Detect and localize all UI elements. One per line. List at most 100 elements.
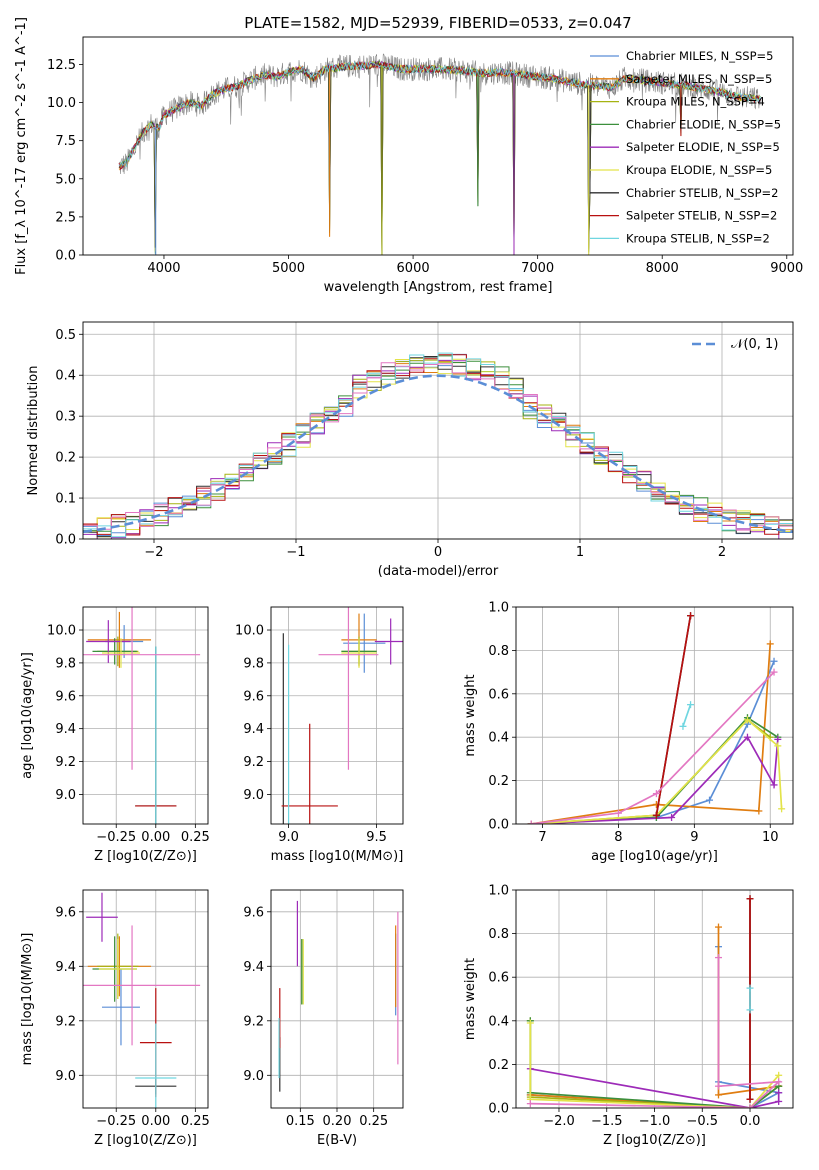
x-tick-label: 0.25 [181,830,210,845]
legend-entry: Chabrier STELIB, N_SSP=2 [626,186,778,200]
y-axis-label: mass weight [463,674,478,756]
legend-entry: Salpeter STELIB, N_SSP=2 [626,209,777,223]
y-tick-label: 9.8 [243,656,264,671]
y-tick-label: 9.2 [243,1014,264,1029]
x-tick-label: 6000 [397,261,430,276]
x-tick-label: 5000 [272,261,305,276]
series-line [531,671,775,824]
y-tick-label: 0.0 [55,249,76,264]
x-axis-label: wavelength [Angstrom, rest frame] [324,280,553,295]
data-point [775,1097,783,1105]
data-point [770,668,778,676]
x-tick-label: 0.0 [740,1114,761,1129]
y-axis-label: Flux [f_λ 10^-17 erg cm^-2 s^-1 A^-1] [14,17,29,275]
y-tick-label: 9.6 [55,905,76,920]
plot-area [516,607,793,824]
y-tick-label: 9.4 [243,722,264,737]
chart-mass-vs-EBV: 0.15 0.20 0.25 9.0 9.2 9.4 9.6 E(B-V) [243,889,404,1148]
y-tick-label: 10.0 [47,96,76,111]
data-point [746,895,754,903]
data-point [774,735,782,743]
x-axis-label: mass [log10(M/M⊙)] [271,849,404,864]
x-tick-label: 9.5 [366,830,387,845]
axes-frame [82,321,794,540]
data-point [714,1082,722,1090]
y-tick-label: 9.2 [55,755,76,770]
y-tick-label: 0.2 [488,1058,509,1073]
chart-spectrum: 4000 5000 6000 7000 8000 9000 0.0 2.5 5.0 7.5 10.0… [14,14,803,295]
x-tick-label: 0.25 [359,1114,388,1129]
legend-entry: 𝒩(0, 1) [731,337,778,352]
data-point [775,1089,783,1097]
data-point [774,742,782,750]
y-tick-label: 9.0 [55,1069,76,1084]
y-tick-label: 0.5 [55,328,76,343]
y-tick-label: 0.6 [488,971,509,986]
axes-frame [82,606,209,825]
errorbar-point [343,613,386,673]
y-tick-label: 9.4 [55,722,76,737]
series-line [529,1023,780,1108]
data-point [743,716,751,724]
errorbar-point [87,611,152,668]
y-tick-label: 9.0 [243,788,264,803]
series-line [531,718,783,824]
data-point [743,733,751,741]
y-tick-label: 9.6 [243,905,264,920]
data-point [770,781,778,789]
errorbar-point [83,925,201,1046]
x-tick-label: 7000 [521,261,554,276]
data-point [652,790,660,798]
y-tick-label: 12.5 [47,58,76,73]
y-tick-label: 1.0 [488,601,509,616]
data-point [755,807,763,815]
plot-area [516,890,793,1108]
x-axis-label: Z [log10(Z/Z⊙)] [94,849,197,864]
histogram-step [83,362,793,531]
y-tick-label: 9.0 [243,1069,264,1084]
data-point [770,657,778,665]
axes-frame [82,889,209,1109]
y-tick-label: 0.3 [55,410,76,425]
legend-entry: Salpeter MILES, N_SSP=5 [626,72,772,86]
plot-area [271,890,403,1108]
y-tick-label: 7.5 [55,134,76,149]
x-axis-label: Z [log10(Z/Z⊙)] [94,1133,197,1148]
legend: 𝒩(0, 1) [692,337,778,352]
errorbar-point [83,607,201,770]
axes-frame [270,889,404,1109]
y-tick-label: 0.8 [488,644,509,659]
errorbar-point [92,638,137,665]
x-tick-label: 4000 [147,261,180,276]
data-point [687,612,695,620]
y-axis-label: age [log10(age/yr)] [20,652,35,779]
x-tick-label: 9000 [770,261,803,276]
x-tick-label: 0 [434,545,442,560]
errorbar-point [135,1023,177,1108]
data-point [775,1078,783,1086]
data-point [714,1091,722,1099]
data-point [746,1104,754,1108]
y-axis-label: mass [log10(M/M⊙)] [20,933,35,1066]
x-tick-label: 8 [614,830,622,845]
x-tick-label: 9.0 [278,830,299,845]
x-tick-label: −0.25 [96,830,136,845]
axes-frame [82,36,794,256]
errorbar-point [98,939,137,999]
y-tick-label: 0.2 [55,451,76,466]
chart-residuals: −2 −1 0 1 2 0.0 0.1 0.2 0.3 0.4 0.5 (data-model)/er… [26,321,794,579]
x-tick-label: −1.0 [639,1114,671,1129]
errorbar-point [101,969,140,1046]
y-tick-label: 2.5 [55,210,76,225]
axes-frame [515,606,794,825]
data-point [527,820,535,824]
data-point [775,1071,783,1079]
series-line [531,660,775,824]
x-tick-label: 1 [576,545,584,560]
y-tick-label: 9.6 [243,689,264,704]
chart-age-vs-mass: 9.0 9.5 9.0 9.2 9.4 9.6 9.8 10.0 mass [log10(M/M… [235,606,404,864]
y-tick-label: 0.0 [55,533,76,548]
x-tick-label: 7 [538,830,546,845]
x-tick-label: −1 [286,545,305,560]
y-tick-label: 0.4 [488,731,509,746]
